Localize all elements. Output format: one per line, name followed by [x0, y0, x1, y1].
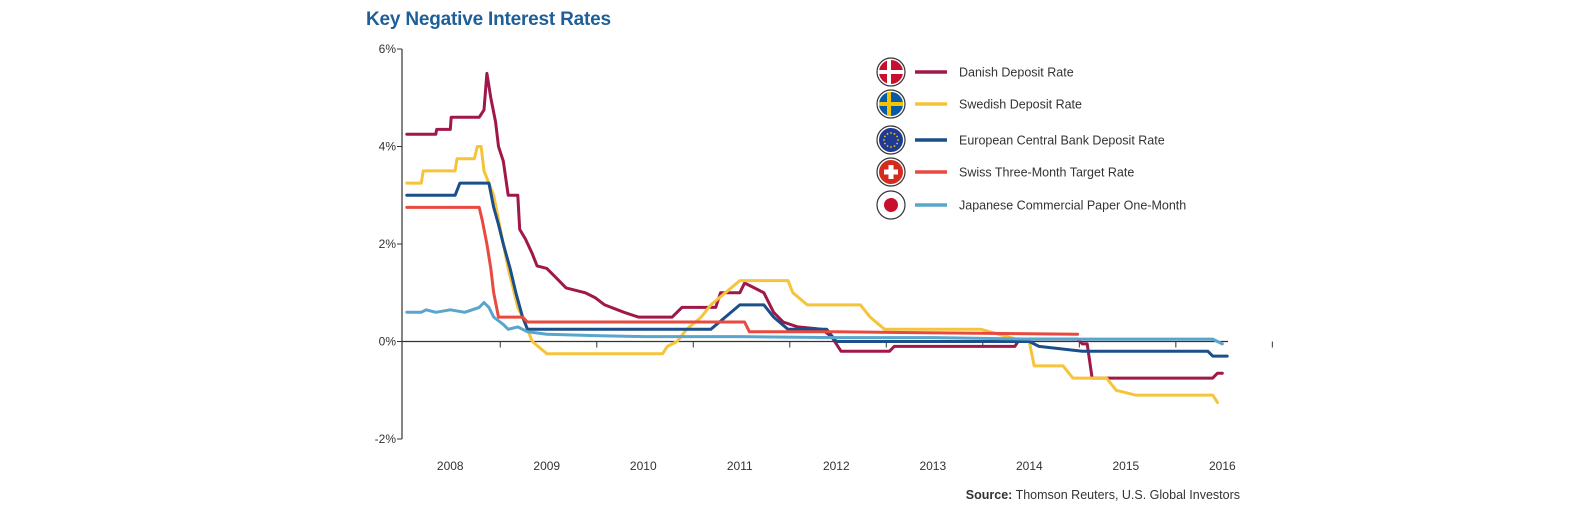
- chart-axes: [401, 49, 1228, 439]
- legend-item-3: European Central Bank Deposit Rate: [876, 125, 1165, 155]
- legend-label: European Central Bank Deposit Rate: [959, 134, 1165, 148]
- series-line-2: [405, 145, 1219, 404]
- y-tick-label: 6%: [379, 42, 397, 56]
- legend-label: Japanese Commercial Paper One-Month: [959, 199, 1186, 213]
- series-line-1: [405, 71, 1224, 380]
- source-text: Thomson Reuters, U.S. Global Investors: [1015, 488, 1240, 502]
- series-line-4: [405, 205, 1080, 336]
- legend-item-1: Danish Deposit Rate: [876, 57, 1074, 87]
- legend-label: Danish Deposit Rate: [959, 66, 1074, 80]
- legend-item-2: Swedish Deposit Rate: [876, 89, 1082, 119]
- legend-label: Swedish Deposit Rate: [959, 98, 1082, 112]
- switzerland-flag-icon: [876, 157, 906, 187]
- legend-item-4: Swiss Three-Month Target Rate: [876, 157, 1134, 187]
- y-tick-label: 0%: [379, 335, 397, 349]
- y-tick-label: 2%: [379, 237, 397, 251]
- legend: Danish Deposit Rate Swedish Deposit Rate E…: [876, 57, 1186, 220]
- x-tick-label: 2009: [533, 459, 560, 473]
- y-axis-ticks: 6% 4% 2% 0% -2%: [375, 42, 402, 446]
- x-tick-label: 2015: [1112, 459, 1139, 473]
- denmark-flag-icon: [876, 57, 906, 87]
- x-tick-label: 2010: [630, 459, 657, 473]
- y-tick-label: -2%: [375, 432, 397, 446]
- eu-flag-icon: [876, 125, 906, 155]
- series-line-5: [405, 301, 1224, 346]
- series-lines: [405, 71, 1229, 404]
- japan-flag-icon: [876, 190, 906, 220]
- x-tick-label: 2011: [727, 459, 753, 473]
- x-axis-ticks: 2008 2009 2010 2011 2012 2013 2014 2015 2016: [437, 341, 1273, 473]
- sweden-flag-icon: [876, 89, 906, 119]
- chart-title: Key Negative Interest Rates: [366, 9, 611, 30]
- legend-item-5: Japanese Commercial Paper One-Month: [876, 190, 1186, 220]
- x-tick-label: 2013: [919, 459, 946, 473]
- x-tick-label: 2014: [1016, 459, 1043, 473]
- x-tick-label: 2012: [823, 459, 850, 473]
- series-line-3: [405, 181, 1229, 358]
- legend-label: Swiss Three-Month Target Rate: [959, 166, 1134, 180]
- y-tick-label: 4%: [379, 140, 397, 154]
- x-tick-label: 2008: [437, 459, 464, 473]
- x-tick-label: 2016: [1209, 459, 1236, 473]
- source-label: Source:: [965, 488, 1013, 502]
- source-note: Source: Thomson Reuters, U.S. Global Inv…: [966, 488, 1240, 502]
